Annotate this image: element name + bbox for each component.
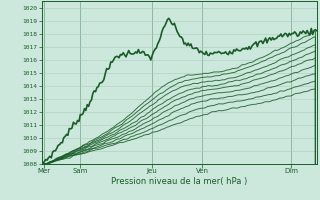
- X-axis label: Pression niveau de la mer( hPa ): Pression niveau de la mer( hPa ): [111, 177, 247, 186]
